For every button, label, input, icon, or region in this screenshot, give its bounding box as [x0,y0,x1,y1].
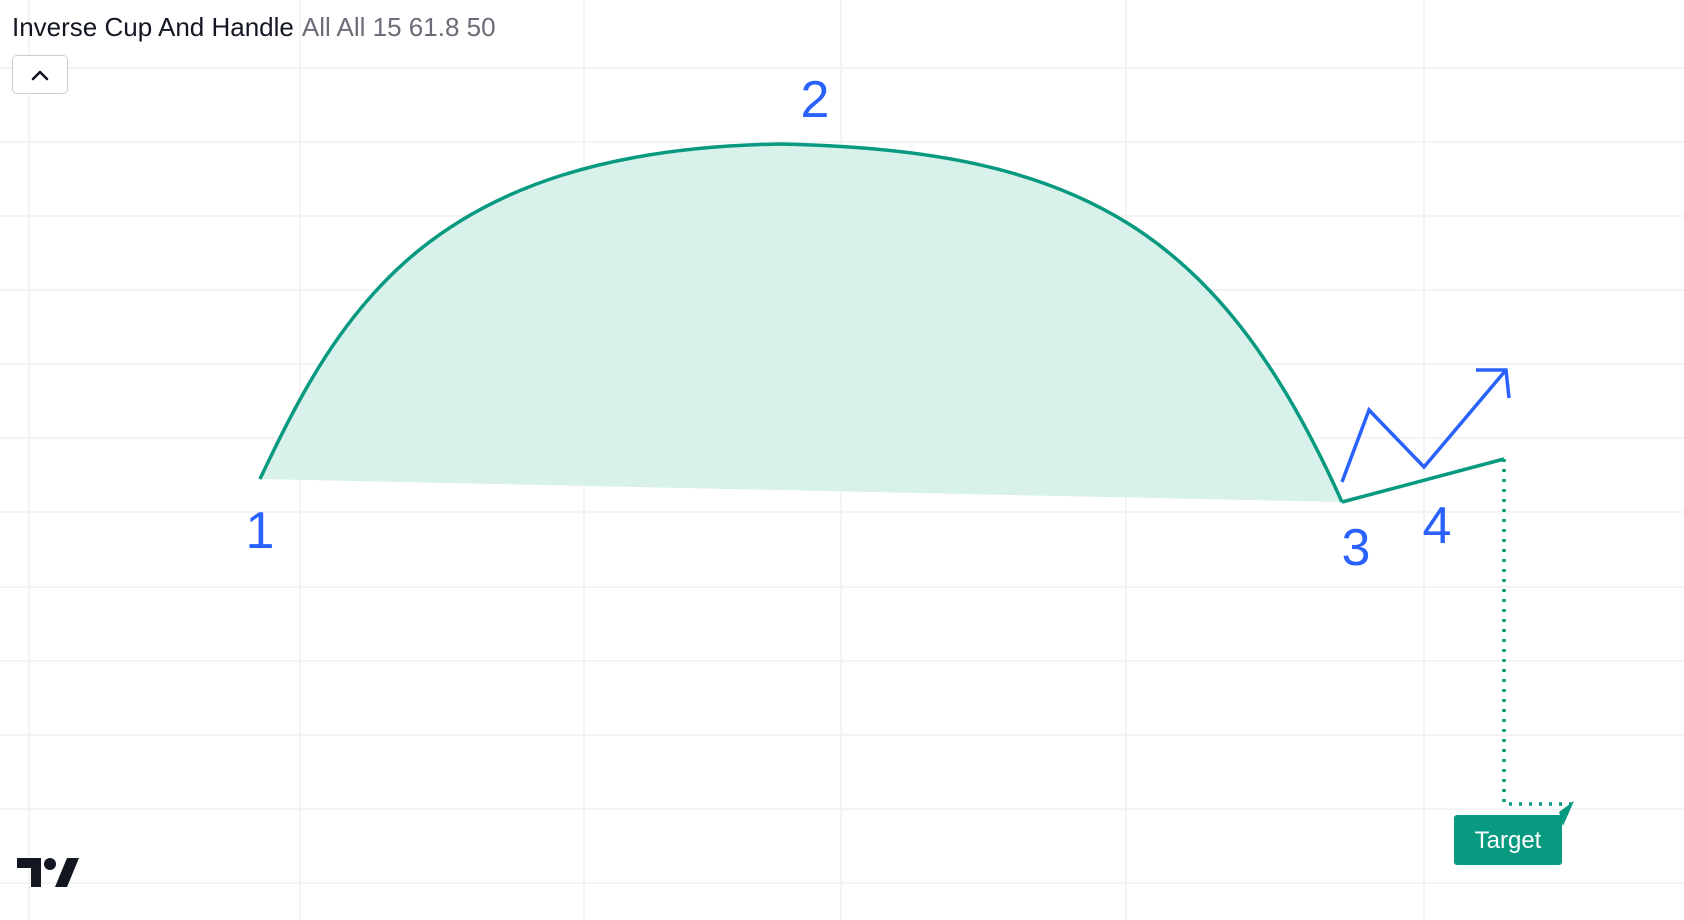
cup-curve [258,142,1344,503]
projection-arrow [1340,368,1508,483]
legend-title: Inverse Cup And Handle [12,12,294,42]
point-label-1: 1 [246,502,275,560]
handle-line [1341,457,1505,504]
point-label-3: 3 [1342,519,1371,577]
chevron-up-icon [31,70,49,80]
arrow-head-icon [1476,368,1511,399]
indicator-legend[interactable]: Inverse Cup And Handle All All 15 61.8 50 [12,10,496,44]
point-label-2: 2 [801,71,830,129]
point-label-4: 4 [1423,497,1452,555]
target-projection-line [1502,459,1572,806]
collapse-legend-button[interactable] [12,55,68,94]
cup-fill-area [260,144,1342,502]
target-label: Target [1454,801,1574,865]
tradingview-logo-icon[interactable] [17,856,79,895]
legend-params: All All 15 61.8 50 [301,12,496,42]
target-label-text: Target [1475,827,1542,854]
